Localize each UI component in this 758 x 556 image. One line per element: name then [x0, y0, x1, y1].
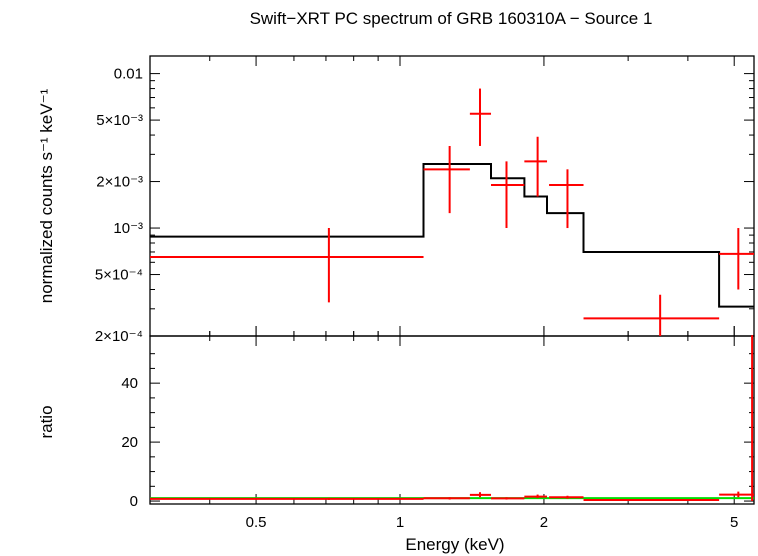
ratio-data-point: [150, 497, 424, 500]
ratio-data-points: [150, 335, 754, 502]
ratio-data-point: [549, 495, 584, 499]
spectrum-data-point: [469, 88, 492, 146]
y-tick-label: 2×10⁻⁴: [95, 328, 143, 345]
ratio-data-point: [583, 498, 720, 501]
y-tick-label: 0.01: [114, 66, 143, 83]
spectrum-data-point: [150, 228, 424, 303]
model-step-path: [150, 163, 754, 308]
chart-title: Swift−XRT PC spectrum of GRB 160310A − S…: [250, 9, 653, 28]
spectrum-data-point: [549, 169, 584, 229]
ratio-axis-ticks: 0.5 1 2 5 0 20 40: [121, 326, 754, 531]
ratio-data-point: [751, 335, 754, 502]
spectrum-data-point: [719, 228, 754, 290]
y-tick-label: 10⁻³: [113, 220, 143, 237]
ratio-data-point: [524, 494, 548, 499]
spectrum-data-points: [150, 88, 754, 336]
ratio-data-point: [469, 492, 492, 498]
y-tick-label: 5×10⁻⁴: [95, 267, 143, 284]
y-tick-label: 40: [121, 375, 138, 392]
x-tick-label: 5: [730, 514, 738, 531]
ratio-data-point: [719, 491, 754, 498]
spectrum-data-point: [583, 294, 720, 336]
model-step-line: [150, 163, 754, 308]
x-axis-label: Energy (keV): [405, 535, 504, 554]
spectrum-data-point: [491, 161, 525, 229]
ratio-data-point: [491, 497, 525, 500]
x-tick-label: 0.5: [246, 514, 267, 531]
spectrum-panel-frame: [149, 55, 755, 337]
y-tick-label: 0: [130, 493, 138, 510]
spectrum-data-point: [524, 136, 548, 197]
y-tick-label: 2×10⁻³: [96, 174, 143, 191]
ratio-y-axis-label: ratio: [37, 405, 56, 438]
x-tick-label: 2: [540, 514, 548, 531]
y-tick-label: 5×10⁻³: [96, 112, 143, 129]
ratio-data-point: [423, 497, 470, 500]
spectrum-y-axis-label: normalized counts s⁻¹ keV⁻¹: [37, 88, 56, 303]
x-tick-label: 1: [396, 514, 404, 531]
ratio-panel-frame: [149, 335, 755, 505]
y-tick-label: 20: [121, 434, 138, 451]
spectrum-data-point: [423, 145, 470, 214]
